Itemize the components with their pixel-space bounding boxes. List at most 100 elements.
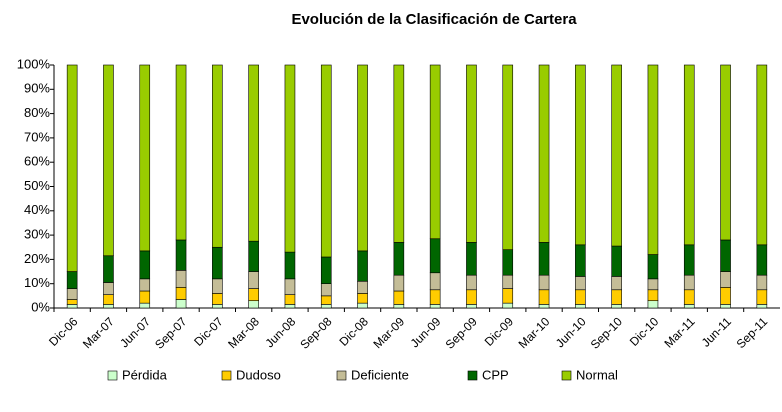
x-tick-label: Jun-07 — [117, 314, 153, 350]
x-tick-label: Mar-10 — [516, 314, 553, 351]
x-tick-label: Mar-11 — [661, 314, 697, 350]
x-tick-label: Sep-08 — [297, 314, 334, 351]
bar-segment — [502, 302, 514, 309]
bar-segment — [139, 290, 151, 304]
bar-segment — [575, 304, 586, 309]
bar-segment — [720, 64, 731, 241]
y-tick-label: 50% — [24, 178, 50, 193]
bar-segment — [756, 304, 768, 309]
x-tick-label: Dic-10 — [627, 314, 662, 349]
bar-segment — [720, 287, 731, 305]
bar-segment — [429, 304, 441, 309]
bar-segment — [320, 64, 332, 258]
bar-segment — [647, 300, 659, 309]
bar-segment — [466, 304, 477, 309]
bar-segment — [212, 293, 223, 305]
x-tick-label: Jun-09 — [408, 314, 444, 350]
bar-segment — [575, 64, 586, 246]
bar-segment — [720, 239, 731, 272]
bar-segment — [611, 245, 622, 277]
bar-segment — [139, 64, 151, 252]
legend-label: Dudoso — [236, 367, 281, 382]
bar-segment — [320, 283, 332, 297]
bar-segment — [284, 64, 296, 253]
bar-segment — [683, 64, 695, 246]
bar-segment — [502, 274, 514, 289]
y-tick-label: 60% — [24, 154, 50, 169]
bar-segment — [284, 294, 296, 305]
bar-segment — [320, 256, 332, 285]
x-tick-label: Mar-07 — [80, 314, 117, 351]
x-tick-label: Sep-10 — [588, 314, 625, 351]
bar-segment — [611, 289, 622, 305]
y-tick-label: 90% — [24, 81, 50, 96]
bar-segment — [647, 278, 659, 291]
bar-segment — [139, 278, 151, 292]
bar-segment — [103, 304, 114, 309]
bar-segment — [756, 289, 768, 305]
bar-segment — [683, 304, 695, 309]
bar-segment — [175, 299, 187, 309]
bar-segment — [393, 304, 405, 309]
bar-segment — [175, 64, 187, 241]
bar-segment — [683, 289, 695, 305]
bar-segment — [538, 289, 550, 305]
bar-segment — [66, 64, 78, 272]
x-tick-label: Dic-07 — [191, 314, 226, 349]
bar-segment — [429, 238, 441, 274]
bar-segment — [720, 271, 731, 288]
bar-segment — [175, 287, 187, 300]
bar-segment — [683, 244, 695, 276]
bar-segment — [175, 270, 187, 288]
bar-segment — [611, 64, 622, 247]
legend-swatch — [561, 370, 572, 381]
bar-segment — [357, 64, 368, 252]
x-tick-label: Jun-11 — [699, 314, 734, 349]
legend-swatch — [221, 370, 232, 381]
legend-label: CPP — [482, 367, 509, 382]
bar-segment — [248, 240, 259, 272]
bar-segment — [212, 64, 223, 248]
y-tick-label: 30% — [24, 227, 50, 242]
bar-segment — [212, 304, 223, 309]
bar-segment — [212, 278, 223, 294]
bar-segment — [248, 300, 259, 309]
bar-segment — [357, 250, 368, 282]
bar-segment — [502, 249, 514, 276]
bar-segment — [139, 302, 151, 309]
bar-segment — [575, 244, 586, 277]
bar-segment — [103, 294, 114, 305]
bar-segment — [429, 272, 441, 291]
bar-segment — [466, 242, 477, 276]
bar-segment — [393, 290, 405, 305]
bar-segment — [357, 280, 368, 294]
bar-segment — [647, 254, 659, 280]
legend-label: Pérdida — [122, 367, 168, 382]
bar-segment — [538, 304, 550, 309]
bar-segment — [575, 289, 586, 305]
x-tick-label: Dic-08 — [336, 314, 371, 349]
bar-segment — [647, 289, 659, 302]
bar-segment — [66, 271, 78, 289]
bar-segment — [248, 271, 259, 289]
bar-segment — [393, 274, 405, 292]
bar-segment — [139, 250, 151, 280]
bar-segment — [429, 64, 441, 240]
bar-segment — [538, 242, 550, 276]
bar-segment — [212, 246, 223, 280]
legend-label: Deficiente — [351, 367, 409, 382]
bar-segment — [66, 304, 78, 309]
bar-segment — [284, 304, 296, 309]
bar-segment — [756, 64, 768, 246]
bar-segment — [756, 274, 768, 291]
bar-segment — [175, 239, 187, 271]
bar-segment — [466, 289, 477, 305]
bar-segment — [66, 299, 78, 305]
bar-segment — [284, 251, 296, 280]
y-tick-label: 20% — [24, 251, 50, 266]
bar-segment — [611, 304, 622, 309]
bar-segment — [393, 242, 405, 276]
bar-segment — [502, 288, 514, 304]
bar-segment — [103, 255, 114, 283]
